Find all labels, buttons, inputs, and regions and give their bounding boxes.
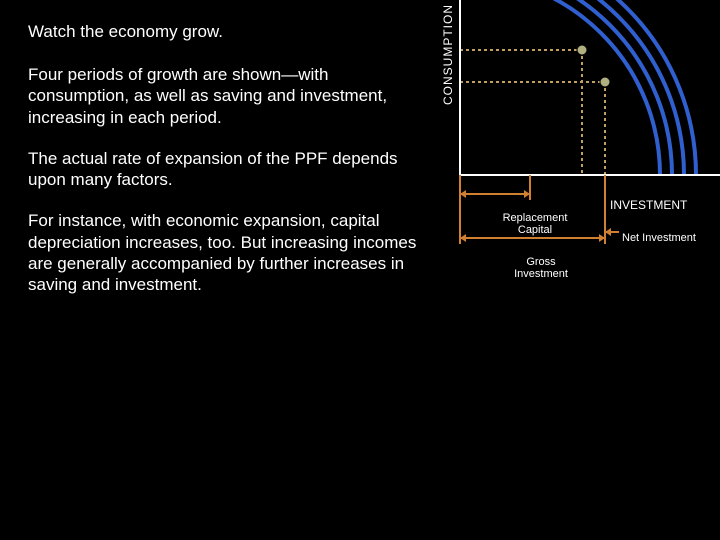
paragraph-2: The actual rate of expansion of the PPF … bbox=[28, 148, 423, 191]
gross-investment-l2: Investment bbox=[514, 268, 568, 280]
ppf-chart: CONSUMPTION bbox=[440, 0, 720, 300]
y-axis-label: CONSUMPTION bbox=[441, 4, 455, 105]
replacement-capital-l1: Replacement bbox=[503, 212, 568, 224]
x-axis-label: INVESTMENT bbox=[610, 198, 687, 212]
replacement-capital-label: Replacement Capital bbox=[495, 212, 575, 236]
text-block: Watch the economy grow. Four periods of … bbox=[28, 22, 423, 315]
gross-investment-label: Gross Investment bbox=[506, 256, 576, 280]
slide-title: Watch the economy grow. bbox=[28, 22, 423, 42]
chart-svg bbox=[440, 0, 720, 300]
paragraph-1: Four periods of growth are shown—with co… bbox=[28, 64, 423, 128]
replacement-capital-l2: Capital bbox=[518, 224, 552, 236]
gross-investment-l1: Gross bbox=[526, 256, 555, 268]
net-investment-label: Net Investment bbox=[622, 232, 696, 244]
paragraph-3: For instance, with economic expansion, c… bbox=[28, 210, 423, 295]
